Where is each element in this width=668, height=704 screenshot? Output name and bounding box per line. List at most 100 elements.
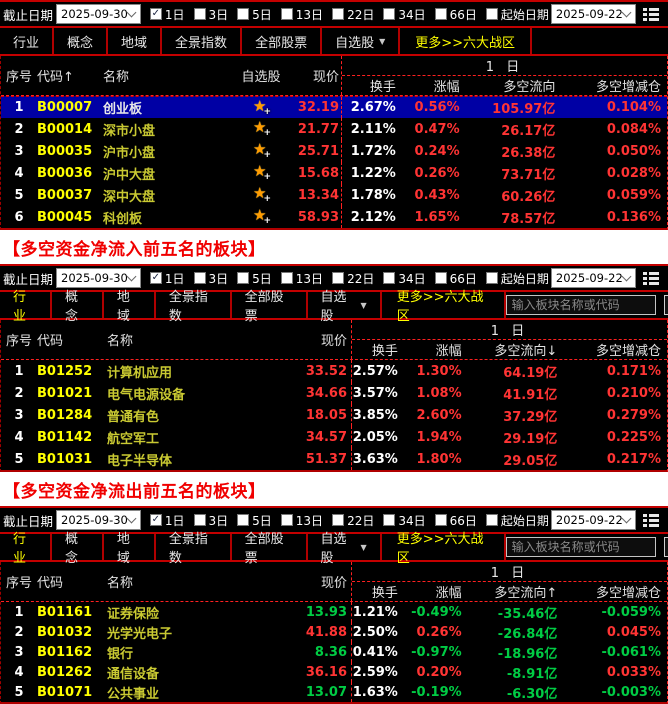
end-date-select[interactable]: 2025-09-30 xyxy=(56,268,141,288)
end-date-select[interactable]: 2025-09-30 xyxy=(56,510,141,530)
column-header-name[interactable]: 名称 xyxy=(107,334,134,349)
period-checkbox-3d[interactable]: 3日 xyxy=(193,512,228,529)
period-checkbox-13d[interactable]: 13日 xyxy=(280,6,323,23)
column-header-watchlist[interactable]: 自选股 xyxy=(241,70,281,85)
column-header-seq[interactable]: 序号 xyxy=(5,576,32,591)
table-row[interactable]: 2 B01032 光学光电子 41.88 2.50% 0.26% -26.84亿… xyxy=(1,622,667,642)
period-checkbox-22d[interactable]: 22日 xyxy=(332,512,374,529)
tab-concept[interactable]: 概念 xyxy=(54,28,109,54)
watchlist-star-icon[interactable]: ★ + xyxy=(253,140,271,160)
period-checkbox-34d[interactable]: 34日 xyxy=(383,270,426,287)
start-date-select[interactable]: 2025-09-22 xyxy=(550,4,636,24)
table-row[interactable]: 3 B00035 沪市小盘 ★ + 25.71 1.72% 0.24% 26.38… xyxy=(1,140,667,162)
tab-panorama-index[interactable]: 全景指数 xyxy=(162,28,243,54)
column-header-flow[interactable]: 多空流向 xyxy=(503,80,556,95)
period-checkbox-13d[interactable]: 13日 xyxy=(280,270,323,287)
start-date-select[interactable]: 2025-09-22 xyxy=(550,268,636,288)
column-header-price[interactable]: 现价 xyxy=(320,576,347,591)
period-checkbox-1d[interactable]: 1日 xyxy=(149,6,185,23)
watchlist-star-icon[interactable]: ★ + xyxy=(253,118,271,138)
tab-more-zones[interactable]: 更多>>六大战区 xyxy=(382,532,506,566)
table-row[interactable]: 4 B01142 航空军工 34.57 2.05% 1.94% 29.19亿 0… xyxy=(1,426,667,448)
start-date-checkbox[interactable]: 起始日期 xyxy=(485,270,549,287)
period-checkbox-5d[interactable]: 5日 xyxy=(237,512,272,529)
column-header-code[interactable]: 代码↑ xyxy=(37,70,74,85)
period-checkbox-22d[interactable]: 22日 xyxy=(332,270,374,287)
sector-search-input[interactable] xyxy=(505,537,656,557)
column-header-seq[interactable]: 序号 xyxy=(5,70,32,85)
period-checkbox-5d[interactable]: 5日 xyxy=(237,270,272,287)
period-checkbox-66d[interactable]: 66日 xyxy=(434,270,477,287)
tab-region[interactable]: 地域 xyxy=(104,290,156,324)
watchlist-star-icon[interactable]: ★ + xyxy=(253,162,271,182)
list-view-icon[interactable] xyxy=(642,7,659,21)
tab-all-stocks[interactable]: 全部股票 xyxy=(232,532,308,566)
tab-watchlist[interactable]: 自选股 ▼ xyxy=(308,290,382,324)
period-checkbox-13d[interactable]: 13日 xyxy=(280,512,323,529)
column-header-code[interactable]: 代码 xyxy=(37,576,64,591)
list-view-icon[interactable] xyxy=(642,513,659,527)
period-checkbox-3d[interactable]: 3日 xyxy=(193,270,228,287)
tab-region[interactable]: 地域 xyxy=(108,28,163,54)
tab-region[interactable]: 地域 xyxy=(104,532,156,566)
tab-industry[interactable]: 行业 xyxy=(0,532,52,566)
period-checkbox-1d[interactable]: 1日 xyxy=(149,270,185,287)
table-row[interactable]: 2 B01021 电气电源设备 34.66 3.57% 1.08% 41.91亿… xyxy=(1,382,667,404)
table-row[interactable]: 5 B01071 公共事业 13.07 1.63% -0.19% -6.30亿 … xyxy=(1,682,667,702)
table-row[interactable]: 1 B01161 证券保险 13.93 1.21% -0.49% -35.46亿… xyxy=(1,602,667,622)
column-header-price[interactable]: 现价 xyxy=(312,70,339,85)
column-header-name[interactable]: 名称 xyxy=(103,70,130,85)
period-checkbox-1d[interactable]: 1日 xyxy=(149,512,185,529)
table-row[interactable]: 5 B01031 电子半导体 51.37 3.63% 1.80% 29.05亿 … xyxy=(1,448,667,470)
tab-industry[interactable]: 行业 xyxy=(0,290,52,324)
column-header-turnover[interactable]: 换手 xyxy=(371,586,398,601)
tab-more-zones[interactable]: 更多>>六大战区 xyxy=(382,290,506,324)
table-row[interactable]: 3 B01162 银行 8.36 0.41% -0.97% -18.96亿 -0… xyxy=(1,642,667,662)
table-row[interactable]: 5 B00037 深中大盘 ★ + 13.34 1.78% 0.43% 60.26… xyxy=(1,184,667,206)
start-date-select[interactable]: 2025-09-22 xyxy=(550,510,636,530)
period-checkbox-34d[interactable]: 34日 xyxy=(383,512,426,529)
sector-search-input[interactable] xyxy=(505,295,656,315)
table-row[interactable]: 3 B01284 普通有色 18.05 3.85% 2.60% 37.29亿 0… xyxy=(1,404,667,426)
tab-industry[interactable]: 行业 xyxy=(0,28,55,54)
column-header-position[interactable]: 多空增减仓 xyxy=(595,344,661,359)
column-header-change[interactable]: 涨幅 xyxy=(433,80,460,95)
period-checkbox-22d[interactable]: 22日 xyxy=(332,6,374,23)
column-header-price[interactable]: 现价 xyxy=(320,334,347,349)
list-view-icon[interactable] xyxy=(642,271,659,285)
period-checkbox-66d[interactable]: 66日 xyxy=(434,6,477,23)
column-header-turnover[interactable]: 换手 xyxy=(371,344,398,359)
column-header-turnover[interactable]: 换手 xyxy=(369,80,396,95)
column-header-flow[interactable]: 多空流向↑ xyxy=(494,586,558,601)
column-header-change[interactable]: 涨幅 xyxy=(435,344,462,359)
tab-all-stocks[interactable]: 全部股票 xyxy=(232,290,308,324)
table-row[interactable]: 2 B00014 深市小盘 ★ + 21.77 2.11% 0.47% 26.17… xyxy=(1,118,667,140)
tab-watchlist[interactable]: 自选股 ▼ xyxy=(308,532,382,566)
watchlist-star-icon[interactable]: ★ + xyxy=(253,184,271,204)
start-date-checkbox[interactable]: 起始日期 xyxy=(485,6,549,23)
column-header-name[interactable]: 名称 xyxy=(107,576,134,591)
period-checkbox-5d[interactable]: 5日 xyxy=(237,6,272,23)
table-row[interactable]: 1 B00007 创业板 ★ + 32.19 2.67% 0.56% 105.97… xyxy=(1,96,667,118)
column-header-seq[interactable]: 序号 xyxy=(5,334,32,349)
tab-concept[interactable]: 概念 xyxy=(52,290,104,324)
end-date-select[interactable]: 2025-09-30 xyxy=(56,4,141,24)
period-checkbox-3d[interactable]: 3日 xyxy=(193,6,228,23)
table-row[interactable]: 1 B01252 计算机应用 33.52 2.57% 1.30% 64.19亿 … xyxy=(1,360,667,382)
tab-panorama-index[interactable]: 全景指数 xyxy=(156,532,232,566)
table-row[interactable]: 4 B01262 通信设备 36.16 2.59% 0.20% -8.91亿 0… xyxy=(1,662,667,682)
table-row[interactable]: 6 B00045 科创板 ★ + 58.93 2.12% 1.65% 78.57亿… xyxy=(1,206,667,228)
tab-more-zones[interactable]: 更多>>六大战区 xyxy=(400,28,533,54)
column-header-change[interactable]: 涨幅 xyxy=(435,586,462,601)
period-checkbox-34d[interactable]: 34日 xyxy=(383,6,426,23)
tab-watchlist[interactable]: 自选股 ▼ xyxy=(322,28,401,54)
watchlist-star-icon[interactable]: ★ + xyxy=(253,206,271,226)
start-date-checkbox[interactable]: 起始日期 xyxy=(485,512,549,529)
period-checkbox-66d[interactable]: 66日 xyxy=(434,512,477,529)
table-row[interactable]: 4 B00036 沪中大盘 ★ + 15.68 1.22% 0.26% 73.71… xyxy=(1,162,667,184)
tab-all-stocks[interactable]: 全部股票 xyxy=(242,28,323,54)
column-header-position[interactable]: 多空增减仓 xyxy=(595,586,661,601)
column-header-position[interactable]: 多空增减仓 xyxy=(596,80,662,95)
column-header-flow[interactable]: 多空流向↓ xyxy=(494,344,558,359)
tab-panorama-index[interactable]: 全景指数 xyxy=(156,290,232,324)
